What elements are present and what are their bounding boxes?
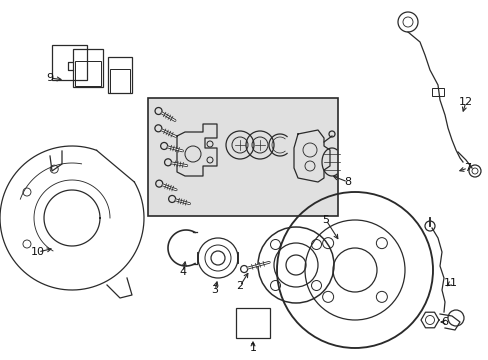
Text: 1: 1 [249, 343, 256, 353]
Text: 2: 2 [236, 281, 243, 291]
Text: 3: 3 [211, 285, 218, 295]
Text: 10: 10 [31, 247, 45, 257]
Bar [148, 98, 337, 216]
Text: 6: 6 [441, 317, 447, 327]
Bar [108, 57, 132, 93]
Bar [73, 49, 103, 87]
Text: 9: 9 [46, 73, 54, 83]
Text: 11: 11 [443, 278, 457, 288]
Text: 7: 7 [464, 163, 470, 173]
Text: 8: 8 [344, 177, 351, 187]
Bar [431, 88, 443, 96]
Text: 12: 12 [458, 97, 472, 107]
Text: 5: 5 [322, 215, 329, 225]
Bar [236, 308, 269, 338]
Bar [110, 69, 130, 93]
Bar [75, 61, 101, 86]
Text: 4: 4 [179, 267, 186, 277]
Bar [52, 45, 87, 80]
